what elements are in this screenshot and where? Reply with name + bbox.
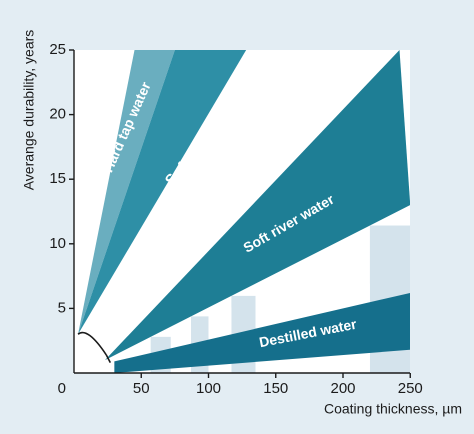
x-tick-label: 0 bbox=[58, 380, 66, 397]
x-tick-label: 200 bbox=[330, 380, 355, 397]
y-axis-title: Averange durability, years bbox=[21, 30, 37, 191]
series-destilled-water bbox=[114, 292, 410, 373]
origin-arc bbox=[77, 331, 107, 356]
y-tick-label: 5 bbox=[58, 299, 66, 316]
y-tick-label: 10 bbox=[49, 235, 66, 252]
x-tick-label: 50 bbox=[133, 380, 150, 397]
x-tick-label: 100 bbox=[196, 380, 221, 397]
y-tick-label: 20 bbox=[49, 106, 66, 123]
y-tick-label: 15 bbox=[49, 170, 66, 187]
x-tick-label: 150 bbox=[263, 380, 288, 397]
series-soft-tap-water bbox=[78, 50, 247, 335]
origin-arc-tail bbox=[105, 354, 112, 364]
series-soft-river-water bbox=[104, 50, 410, 361]
x-axis-title: Coating thickness, µm bbox=[324, 401, 462, 417]
x-tick-label: 250 bbox=[398, 380, 423, 397]
y-tick-label: 25 bbox=[49, 41, 66, 58]
